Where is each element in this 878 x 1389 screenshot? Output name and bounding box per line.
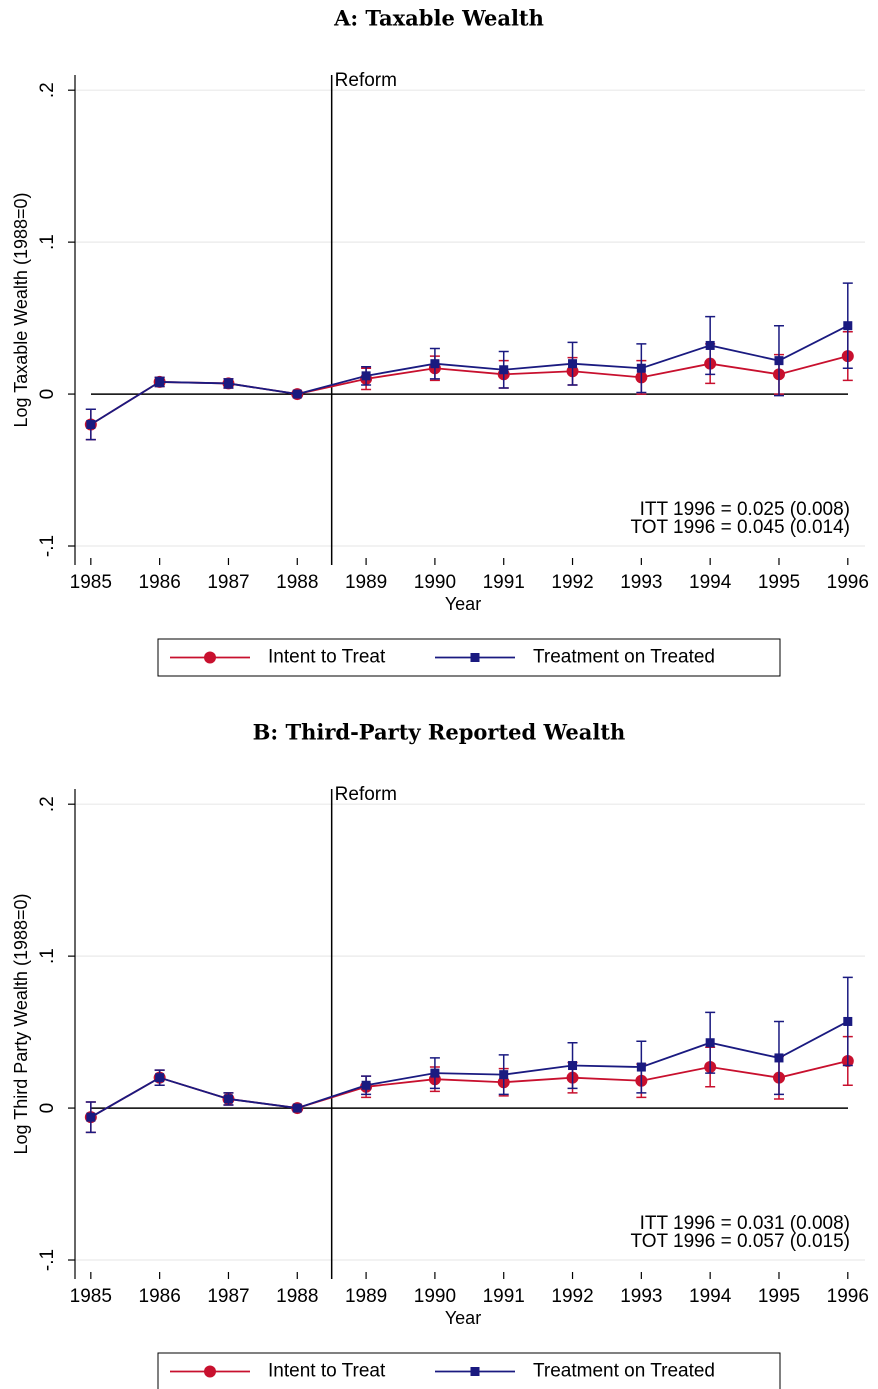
marker xyxy=(568,1061,578,1071)
marker xyxy=(223,1094,233,1104)
marker xyxy=(774,1053,784,1063)
legend-label: Intent to Treat xyxy=(268,1361,386,1382)
x-tick-label: 1989 xyxy=(345,572,387,593)
y-tick-label: -.1 xyxy=(37,535,58,557)
y-tick-label: .2 xyxy=(37,82,58,98)
marker xyxy=(361,371,371,381)
marker xyxy=(292,1103,302,1113)
panel: B: Third-Party Reported Wealth -.1 0 .1 .2 Lo… xyxy=(11,720,869,1389)
legend-marker xyxy=(470,653,480,662)
legend-marker xyxy=(470,1367,480,1376)
x-axis-title: Year xyxy=(445,594,481,614)
marker xyxy=(86,419,96,429)
x-tick-label: 1995 xyxy=(758,1286,800,1307)
x-tick-label: 1988 xyxy=(276,1286,318,1307)
marker xyxy=(155,1073,165,1083)
x-tick-label: 1991 xyxy=(483,1286,525,1307)
marker xyxy=(86,1112,96,1122)
y-tick-label: 0 xyxy=(37,389,58,400)
marker xyxy=(499,365,509,375)
x-tick-label: 1990 xyxy=(414,572,456,593)
marker xyxy=(155,377,165,387)
x-tick-label: 1988 xyxy=(276,572,318,593)
marker xyxy=(292,389,302,399)
x-tick-label: 1994 xyxy=(689,572,732,593)
x-tick-label: 1995 xyxy=(758,572,800,593)
marker xyxy=(223,378,233,388)
marker xyxy=(705,340,715,350)
marker xyxy=(361,1080,371,1090)
y-tick-label: .1 xyxy=(37,948,58,964)
marker xyxy=(774,356,784,366)
x-tick-label: 1991 xyxy=(483,572,525,593)
chart-title: B: Third-Party Reported Wealth xyxy=(253,720,626,745)
marker xyxy=(499,1070,509,1080)
annotation: TOT 1996 = 0.045 (0.014) xyxy=(630,517,850,538)
legend-marker xyxy=(204,1365,216,1378)
x-tick-label: 1985 xyxy=(70,572,112,593)
y-tick-label: .1 xyxy=(37,234,58,250)
x-tick-label: 1994 xyxy=(689,1286,732,1307)
marker xyxy=(705,1038,715,1048)
x-tick-label: 1986 xyxy=(139,1286,181,1307)
marker xyxy=(430,359,440,369)
y-tick-label: 0 xyxy=(37,1103,58,1114)
x-tick-label: 1989 xyxy=(345,1286,387,1307)
y-tick-label: -.1 xyxy=(37,1249,58,1271)
marker xyxy=(636,1062,646,1072)
reform-label: Reform xyxy=(335,70,397,91)
series-line xyxy=(90,1020,849,1118)
x-tick-label: 1993 xyxy=(620,572,662,593)
marker xyxy=(636,363,646,373)
x-tick-label: 1987 xyxy=(207,572,249,593)
annotation: ITT 1996 = 0.031 (0.008) xyxy=(640,1213,850,1234)
series-line xyxy=(90,324,849,426)
legend-label: Intent to Treat xyxy=(268,647,386,668)
legend-label: Treatment on Treated xyxy=(533,1361,715,1382)
x-tick-label: 1987 xyxy=(207,1286,249,1307)
marker xyxy=(843,1016,853,1026)
x-tick-label: 1993 xyxy=(620,1286,662,1307)
marker xyxy=(843,321,853,331)
annotation: ITT 1996 = 0.025 (0.008) xyxy=(640,499,850,520)
x-tick-label: 1996 xyxy=(827,572,869,593)
y-axis-title: Log Taxable Wealth (1988=0) xyxy=(11,192,31,427)
x-tick-label: 1985 xyxy=(70,1286,112,1307)
reform-label: Reform xyxy=(335,784,397,805)
marker xyxy=(430,1068,440,1078)
x-tick-label: 1992 xyxy=(551,1286,593,1307)
x-tick-label: 1996 xyxy=(827,1286,869,1307)
annotation: TOT 1996 = 0.057 (0.015) xyxy=(630,1231,850,1252)
y-axis-title: Log Third Party Wealth (1988=0) xyxy=(11,894,31,1155)
chart-title: A: Taxable Wealth xyxy=(333,6,544,31)
x-axis-title: Year xyxy=(445,1308,481,1328)
x-tick-label: 1992 xyxy=(551,572,593,593)
x-tick-label: 1990 xyxy=(414,1286,456,1307)
legend-label: Treatment on Treated xyxy=(533,647,715,668)
y-tick-label: .2 xyxy=(37,796,58,812)
x-tick-label: 1986 xyxy=(139,572,181,593)
panel: A: Taxable Wealth -.1 0 .1 .2 Log Taxable Wea… xyxy=(11,6,869,677)
legend-marker xyxy=(204,651,216,664)
marker xyxy=(568,359,578,369)
